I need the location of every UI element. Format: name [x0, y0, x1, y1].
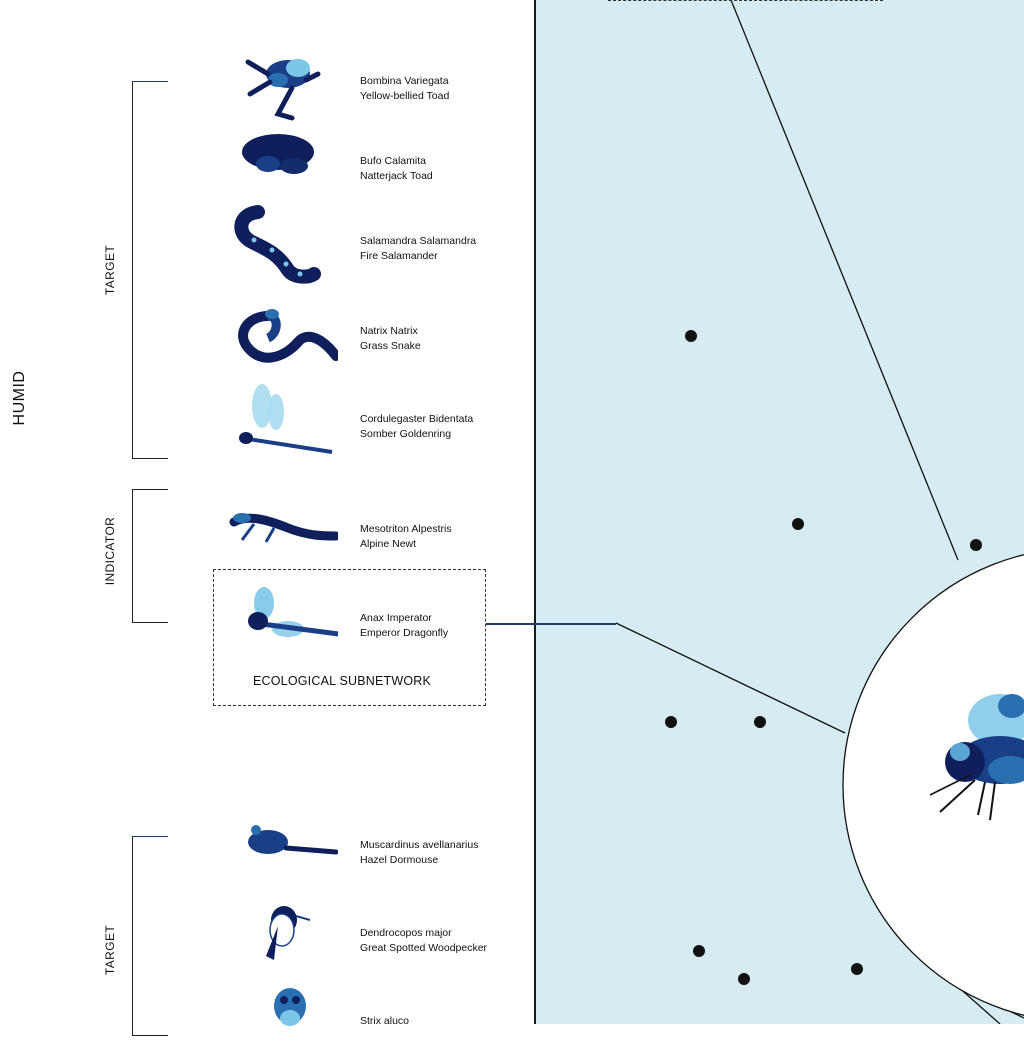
species-latin: Mesotriton Alpestris: [360, 523, 452, 535]
species-latin: Salamandra Salamandra: [360, 235, 477, 247]
group-label-target-1: TARGET: [103, 244, 117, 296]
group-label-indicator: INDICATOR: [103, 516, 117, 586]
group-bracket-target-2: [132, 836, 168, 1036]
network-edge: [730, 0, 959, 561]
woodpecker-icon: [266, 906, 311, 960]
ecological-subnetwork-box[interactable]: [213, 569, 486, 706]
species-latin: Bufo Calamita: [360, 155, 426, 167]
species-entry[interactable]: Cordulegaster Bidentata Somber Goldenring: [228, 382, 528, 462]
habitat-nodes: [665, 330, 982, 985]
species-common: Hazel Dormouse: [360, 853, 439, 866]
group-bracket-target-1: [132, 81, 168, 459]
species-common: Yellow-bellied Toad: [360, 89, 450, 102]
group-bracket-indicator: [132, 489, 168, 623]
species-common: Emperor Dragonfly: [360, 626, 449, 639]
habitat-node[interactable]: [685, 330, 697, 342]
species-entry[interactable]: Salamandra Salamandra Fire Salamander: [228, 204, 528, 284]
dragonfly-icon: [239, 384, 333, 454]
dormouse-icon: [248, 825, 338, 855]
species-common: Natterjack Toad: [360, 169, 433, 182]
species-latin: Bombina Variegata: [360, 75, 449, 87]
group-label-target-2: TARGET: [103, 924, 117, 976]
species-entry[interactable]: Bombina Variegata Yellow-bellied Toad: [228, 44, 528, 124]
species-entry[interactable]: Anax Imperator Emperor Dragonfly: [228, 581, 528, 661]
toad-icon: [242, 134, 314, 174]
focus-circle: [842, 554, 1024, 1016]
snake-icon: [238, 309, 338, 363]
habitat-node[interactable]: [851, 963, 863, 975]
ecological-subnetwork-label: ECOLOGICAL SUBNETWORK: [253, 674, 432, 688]
habitat-node[interactable]: [754, 716, 766, 728]
species-common: Somber Goldenring: [360, 427, 452, 440]
species-latin: Strix aluco: [360, 1015, 410, 1027]
species-entry[interactable]: Bufo Calamita Natterjack Toad: [228, 124, 528, 204]
humidity-label: HUMID: [11, 370, 28, 426]
habitat-node[interactable]: [693, 945, 705, 957]
species-entry[interactable]: Natrix Natrix Grass Snake: [228, 294, 528, 374]
species-latin: Dendrocopos major: [360, 927, 452, 939]
frog-icon: [245, 59, 321, 121]
species-latin: Natrix Natrix: [360, 325, 418, 337]
network-edge: [615, 622, 846, 734]
species-common: Great Spotted Woodpecker: [360, 941, 488, 954]
habitat-node[interactable]: [970, 539, 982, 551]
species-latin: Cordulegaster Bidentata: [360, 413, 474, 425]
habitat-node[interactable]: [738, 973, 750, 985]
network-box-top: [608, 0, 883, 1]
habitat-node[interactable]: [792, 518, 804, 530]
habitat-network: [615, 0, 1024, 1024]
dragonfly-icon: [248, 587, 338, 637]
species-entry[interactable]: Dendrocopos major Great Spotted Woodpecke…: [228, 896, 528, 976]
owl-icon: [274, 988, 306, 1026]
species-common: Fire Salamander: [360, 249, 438, 262]
species-common: Grass Snake: [360, 339, 421, 352]
species-entry[interactable]: Muscardinus avellanarius Hazel Dormouse: [228, 808, 528, 888]
species-entry[interactable]: Strix aluco: [228, 984, 528, 1064]
newt-icon: [229, 513, 338, 543]
subnetwork-connector: [486, 623, 616, 625]
species-common: Alpine Newt: [360, 537, 417, 550]
habitat-node[interactable]: [665, 716, 677, 728]
species-latin: Muscardinus avellanarius: [360, 839, 479, 851]
salamander-icon: [234, 205, 321, 284]
species-entry[interactable]: Mesotriton Alpestris Alpine Newt: [228, 492, 528, 572]
species-latin: Anax Imperator: [360, 612, 432, 624]
panel-divider: [534, 0, 536, 1024]
fly-icon: [929, 694, 1024, 821]
